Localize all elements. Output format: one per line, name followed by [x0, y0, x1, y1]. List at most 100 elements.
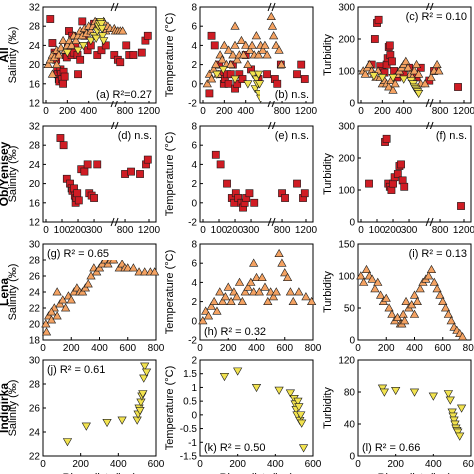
axis-break-mark	[271, 121, 276, 131]
data-point-triangle-down	[212, 70, 222, 79]
data-point-square	[238, 75, 247, 83]
data-point-triangle	[266, 287, 276, 296]
axis-break-mark	[425, 217, 430, 227]
data-point-square	[374, 15, 383, 24]
panel-annotation: (b) n.s.	[275, 89, 309, 101]
axis-break-mark	[271, 2, 276, 12]
data-point-triangle	[52, 311, 62, 320]
data-point-triangle-down	[399, 75, 409, 84]
data-point-triangle	[443, 309, 454, 318]
y-tick-label: 28	[29, 141, 41, 152]
row-label: All	[0, 47, 11, 62]
data-point-square	[76, 55, 85, 64]
data-point-square	[129, 51, 138, 59]
data-point-triangle	[401, 296, 411, 306]
axis-break-mark	[429, 217, 434, 227]
data-point-triangle	[67, 40, 77, 49]
panel-ind-temperature: -1.5 -1 -0.5 0 0.5 1 1.5 2 0 200 400 600 Temperature…	[164, 356, 322, 474]
data-point-triangle	[262, 50, 272, 59]
data-point-triangle-down	[455, 432, 465, 441]
annotation-bg	[388, 247, 468, 260]
panel-annotation: (k) R² = 0.50	[204, 442, 265, 454]
data-point-triangle	[426, 72, 436, 81]
data-point-triangle	[241, 40, 251, 49]
panel-all-salinity: 12 16 20 24 28 32 0 200 400 800 1200 Salinity (‰) (a…	[7, 3, 161, 118]
x-tick-label: 0	[355, 459, 361, 470]
data-point-triangle-down	[456, 404, 467, 413]
x-tick-label: 400	[237, 106, 254, 117]
data-point-triangle-down	[140, 362, 150, 371]
y-axis-label: Turbidity	[322, 387, 334, 429]
data-point-triangle	[446, 316, 456, 325]
data-point-triangle	[240, 287, 250, 296]
data-point-triangle	[409, 309, 420, 318]
x-tick-label: 400	[406, 343, 423, 354]
data-point-square	[300, 189, 309, 198]
data-point-triangle	[203, 311, 214, 320]
data-point-triangle	[71, 35, 81, 45]
data-point-triangle	[373, 277, 383, 286]
data-point-square	[382, 134, 391, 143]
plot-frame	[357, 359, 472, 457]
data-point-triangle-down	[219, 373, 230, 382]
data-point-triangle-down	[97, 25, 107, 34]
data-point-triangle-down	[448, 412, 458, 421]
y-tick-label: 24	[29, 160, 41, 171]
data-point-triangle	[415, 284, 425, 293]
data-point-triangle	[56, 43, 66, 52]
y-tick-label: 6	[191, 259, 197, 270]
y-tick-label: 0	[191, 410, 197, 421]
data-point-triangle	[457, 332, 468, 341]
data-point-triangle-down	[453, 428, 463, 437]
data-point-triangle	[60, 303, 71, 312]
y-tick-label: 2	[191, 297, 197, 308]
x-tick-label: 300	[243, 225, 260, 236]
data-point-triangle	[209, 296, 219, 306]
data-point-triangle-down	[139, 374, 149, 383]
x-tick-label: 800	[148, 343, 165, 354]
y-tick-label: 200	[338, 35, 355, 46]
y-tick-label: 28	[29, 380, 41, 391]
data-point-triangle	[220, 292, 231, 301]
y-tick-label: 0	[349, 336, 355, 347]
y-tick-label: 28	[29, 22, 41, 33]
data-point-triangle	[254, 287, 264, 296]
panel-ind-turbidity: 0 40 80 120 0 200 400 600 Turbidity River dist. (…	[322, 356, 474, 474]
data-point-triangle	[260, 40, 270, 49]
data-point-triangle	[282, 272, 293, 282]
data-point-triangle	[211, 59, 221, 68]
data-point-triangle	[80, 283, 90, 292]
data-point-triangle	[367, 274, 377, 283]
annotation-bg	[46, 247, 126, 260]
y-tick-label: 8	[191, 240, 197, 251]
y-tick-label: 8	[191, 3, 197, 14]
panel-annotation: (a) R²=0.27	[96, 89, 152, 101]
data-point-square	[56, 134, 65, 142]
data-point-square	[385, 41, 394, 50]
data-point-square	[457, 202, 465, 210]
data-point-triangle-down	[445, 396, 455, 405]
x-tick-label: 400	[395, 106, 412, 117]
data-point-triangle-down	[450, 420, 460, 429]
y-tick-label: -1	[188, 438, 197, 449]
data-point-triangle	[41, 327, 52, 336]
x-tick-label: 600	[305, 459, 322, 470]
data-point-triangle	[228, 50, 238, 59]
x-tick-label: 200	[59, 106, 76, 117]
data-point-triangle	[230, 21, 240, 30]
x-tick-label: 400	[248, 343, 265, 354]
data-point-square	[73, 189, 82, 198]
y-tick-label: 300	[338, 122, 355, 133]
y-tick-label: 18	[29, 336, 41, 347]
data-point-triangle	[215, 287, 225, 296]
x-tick-label: 800	[274, 225, 291, 236]
data-point-triangle	[236, 35, 247, 45]
y-tick-label: 32	[29, 3, 41, 14]
x-tick-label: 1200	[295, 225, 318, 236]
data-point-triangle	[43, 59, 53, 68]
x-tick-label: 800	[117, 106, 134, 117]
data-point-triangle	[268, 292, 279, 301]
x-tick-label: 0	[43, 225, 49, 236]
data-point-triangle	[288, 296, 298, 306]
y-tick-label: 1	[191, 383, 197, 394]
